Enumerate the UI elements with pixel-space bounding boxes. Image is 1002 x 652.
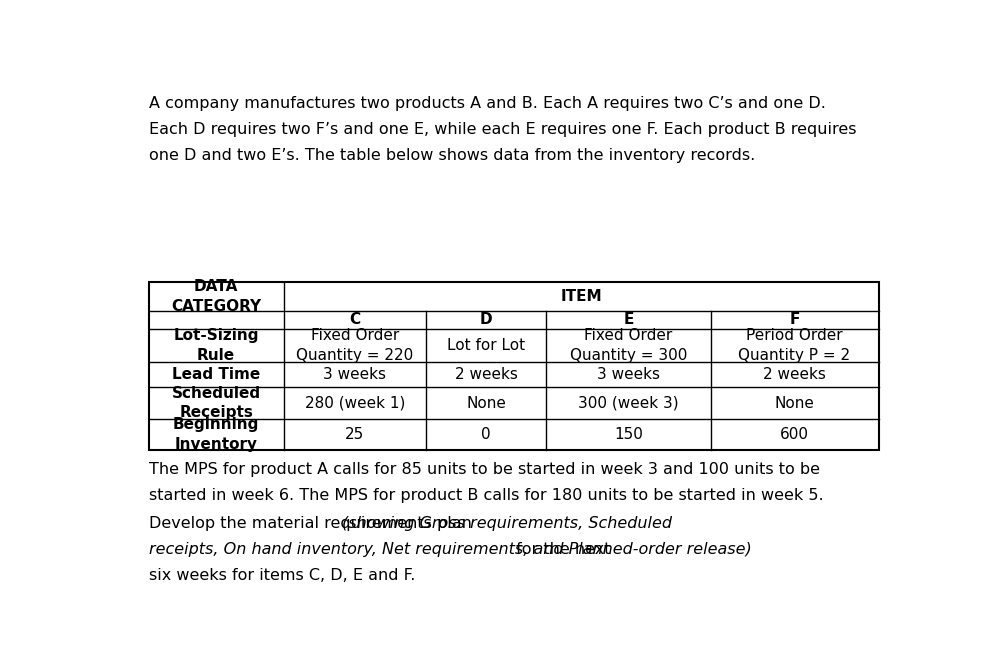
Text: started in week 6. The MPS for product B calls for 180 units to be started in we: started in week 6. The MPS for product B…	[148, 488, 824, 503]
Text: 3 weeks: 3 weeks	[597, 367, 660, 382]
Text: F: F	[790, 312, 800, 327]
Text: None: None	[466, 396, 506, 411]
Text: one D and two E’s. The table below shows data from the inventory records.: one D and two E’s. The table below shows…	[148, 148, 755, 163]
Text: 2 weeks: 2 weeks	[764, 367, 826, 382]
Text: 150: 150	[614, 427, 643, 442]
Text: Each D requires two F’s and one E, while each E requires one F. Each product B r: Each D requires two F’s and one E, while…	[148, 122, 856, 137]
Text: The MPS for product A calls for 85 units to be started in week 3 and 100 units t: The MPS for product A calls for 85 units…	[148, 462, 820, 477]
Text: Period Order
Quantity P = 2: Period Order Quantity P = 2	[738, 328, 851, 363]
Text: 600: 600	[781, 427, 809, 442]
Text: Lead Time: Lead Time	[172, 367, 261, 382]
Text: 3 weeks: 3 weeks	[324, 367, 386, 382]
Text: (showing Gross requirements, Scheduled: (showing Gross requirements, Scheduled	[342, 516, 672, 531]
Text: Lot for Lot: Lot for Lot	[447, 338, 525, 353]
Text: Beginning
Inventory: Beginning Inventory	[173, 417, 260, 452]
Text: DATA
CATEGORY: DATA CATEGORY	[171, 279, 262, 314]
Text: Develop the material requirements plan: Develop the material requirements plan	[148, 516, 477, 531]
Text: 0: 0	[481, 427, 491, 442]
Text: Lot-Sizing
Rule: Lot-Sizing Rule	[173, 328, 259, 363]
Text: C: C	[349, 312, 361, 327]
Text: Fixed Order
Quantity = 220: Fixed Order Quantity = 220	[297, 328, 414, 363]
Text: receipts, On hand inventory, Net requirements, and Planned-order release): receipts, On hand inventory, Net require…	[148, 542, 752, 557]
Text: Scheduled
Receipts: Scheduled Receipts	[171, 386, 261, 421]
Text: None: None	[775, 396, 815, 411]
Bar	[148, 282, 879, 450]
Text: Fixed Order
Quantity = 300: Fixed Order Quantity = 300	[570, 328, 687, 363]
Text: E: E	[623, 312, 633, 327]
Text: six weeks for items C, D, E and F.: six weeks for items C, D, E and F.	[148, 569, 415, 584]
Text: 25: 25	[345, 427, 365, 442]
Text: 280 (week 1): 280 (week 1)	[305, 396, 405, 411]
Text: for the next: for the next	[511, 542, 610, 557]
Text: ITEM: ITEM	[560, 289, 602, 304]
Text: D: D	[480, 312, 492, 327]
Text: 2 weeks: 2 weeks	[455, 367, 518, 382]
Text: A company manufactures two products A and B. Each A requires two C’s and one D.: A company manufactures two products A an…	[148, 96, 826, 111]
Text: 300 (week 3): 300 (week 3)	[578, 396, 678, 411]
